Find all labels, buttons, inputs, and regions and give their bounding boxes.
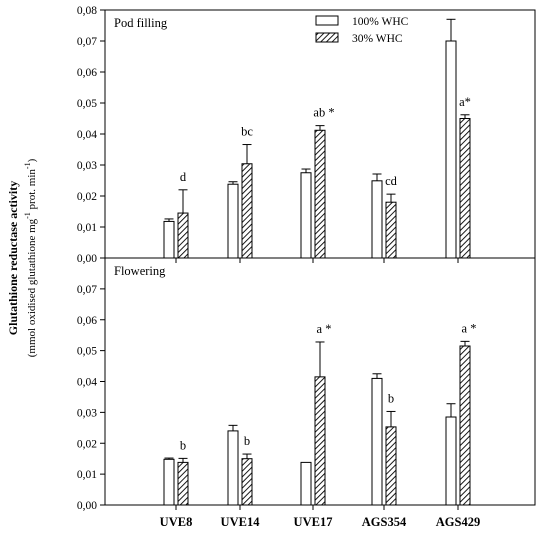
y-tick-label: 0,08 <box>77 5 97 17</box>
bar-30whc <box>385 201 397 259</box>
significance-label: b <box>244 434 250 448</box>
significance-label: d <box>180 170 187 184</box>
y-axis-title: Glutathione reductase activity <box>6 181 20 335</box>
bar-30whc <box>314 129 326 259</box>
bar-30whc <box>385 426 397 506</box>
y-tick-label: 0,02 <box>77 438 97 450</box>
y-tick-label: 0,04 <box>77 377 97 389</box>
bar-30whc <box>177 212 189 259</box>
panel-title: Flowering <box>114 264 166 278</box>
y-tick-label: 0,00 <box>77 253 97 265</box>
plot-area: 0,00 0,01 0,02 0,03 0,04 0,05 0,06 0,07 0,08 Pod … <box>77 5 536 529</box>
significance-label: ab * <box>313 106 334 120</box>
bar-100whc <box>163 220 175 259</box>
significance-label: cd <box>385 174 398 188</box>
y-tick-label: 0,06 <box>77 67 97 79</box>
panel-flowering: 0,00 0,01 0,02 0,03 0,04 0,05 0,06 0,07 Flowerin… <box>77 257 536 512</box>
y-tick-label: 0,01 <box>77 222 97 234</box>
legend-label: 100% WHC <box>352 16 409 28</box>
x-tick-label: AGS354 <box>362 515 407 529</box>
legend-label: 30% WHC <box>352 33 403 45</box>
legend-swatch-30whc <box>315 32 339 43</box>
x-tick-label: UVE14 <box>221 515 261 529</box>
bar-30whc <box>314 376 326 506</box>
y-tick-label: 0,02 <box>77 191 97 203</box>
y-axis-label: Glutathione reductase activity (mmol oxi… <box>6 158 38 357</box>
bar-100whc <box>227 183 239 259</box>
panel-title: Pod filling <box>114 16 168 30</box>
y-axis-unit: (mmol oxidised glutathione mg-1 prot. mi… <box>23 158 38 357</box>
panel-pod-filling: 0,00 0,01 0,02 0,03 0,04 0,05 0,06 0,07 0,08 Pod … <box>77 5 536 265</box>
y-tick-label: 0,03 <box>77 160 97 172</box>
bar-100whc <box>371 180 383 259</box>
significance-label: b <box>388 391 394 405</box>
y-tick-label: 0,05 <box>77 346 97 358</box>
y-tick-label: 0,07 <box>77 284 97 296</box>
y-tick-label: 0,01 <box>77 469 97 481</box>
x-tick-label: AGS429 <box>436 515 480 529</box>
y-tick-label: 0,06 <box>77 315 97 327</box>
significance-label: a * <box>462 321 477 335</box>
y-tick-label: 0,00 <box>77 500 97 512</box>
legend-swatch-100whc <box>315 15 339 26</box>
significance-label: bc <box>241 125 253 139</box>
bar-30whc <box>459 345 471 506</box>
bar-30whc <box>241 458 253 506</box>
bar-30whc <box>241 163 253 259</box>
bar-100whc <box>445 416 457 506</box>
bar-100whc <box>445 40 457 259</box>
y-tick-label: 0,03 <box>77 407 97 419</box>
x-tick-label: UVE17 <box>294 515 333 529</box>
y-tick-label: 0,04 <box>77 129 97 141</box>
bar-30whc <box>459 118 471 259</box>
x-tick-label: UVE8 <box>160 515 193 529</box>
y-tick-label: 0,07 <box>77 36 97 48</box>
bar-100whc <box>300 461 312 506</box>
bar-100whc <box>227 430 239 506</box>
bar-100whc <box>163 458 175 506</box>
bar-100whc <box>300 172 312 259</box>
significance-label: a * <box>317 322 332 336</box>
y-tick-label: 0,05 <box>77 98 97 110</box>
significance-label: b <box>180 438 186 452</box>
bar-100whc <box>371 377 383 506</box>
legend: 100% WHC 30% WHC <box>315 15 409 45</box>
significance-label: a* <box>459 95 471 109</box>
bar-30whc <box>177 461 189 506</box>
